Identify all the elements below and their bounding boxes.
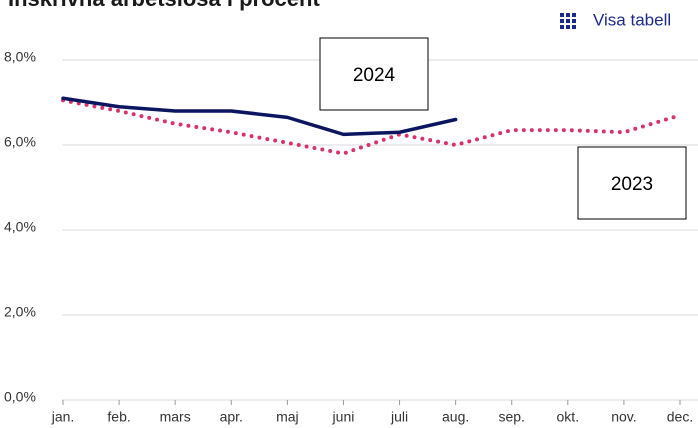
chart-title: Inskrivna arbetslösa i procent (8, 0, 320, 11)
y-tick-label: 0,0% (4, 389, 36, 405)
y-tick-label: 2,0% (4, 304, 36, 320)
series-line (61, 98, 682, 156)
x-tick-label: mars (160, 409, 191, 425)
legend-box (577, 146, 687, 220)
legend-label: 2024 (353, 65, 396, 86)
x-tick-label: juli (390, 409, 408, 425)
plot-area: 0,0% 2,0% 4,0% 6,0% 8,0% jan. feb. mars apr. maj j… (4, 49, 698, 425)
x-tick-label: sep. (498, 409, 524, 425)
legend-box (319, 37, 429, 111)
y-tick-label: 4,0% (4, 219, 36, 235)
x-tick-label: feb. (107, 409, 130, 425)
x-tick-label: nov. (611, 409, 636, 425)
x-tick-label: aug. (442, 409, 469, 425)
y-tick-label: 8,0% (4, 49, 36, 65)
show-table-label[interactable]: Visa tabell (593, 10, 671, 29)
x-tick-label: okt. (557, 409, 580, 425)
x-tick-label: jan. (51, 409, 75, 425)
series-line (61, 96, 458, 137)
x-tick-label: juni (332, 409, 355, 425)
x-tick-label: maj (276, 409, 299, 425)
table-icon (560, 13, 576, 29)
x-tick-label: dec. (667, 409, 693, 425)
legend-label: 2023 (611, 174, 653, 195)
show-table-button[interactable]: Visa tabell (560, 10, 671, 29)
x-tick-label: apr. (220, 409, 243, 425)
y-tick-label: 6,0% (4, 134, 36, 150)
